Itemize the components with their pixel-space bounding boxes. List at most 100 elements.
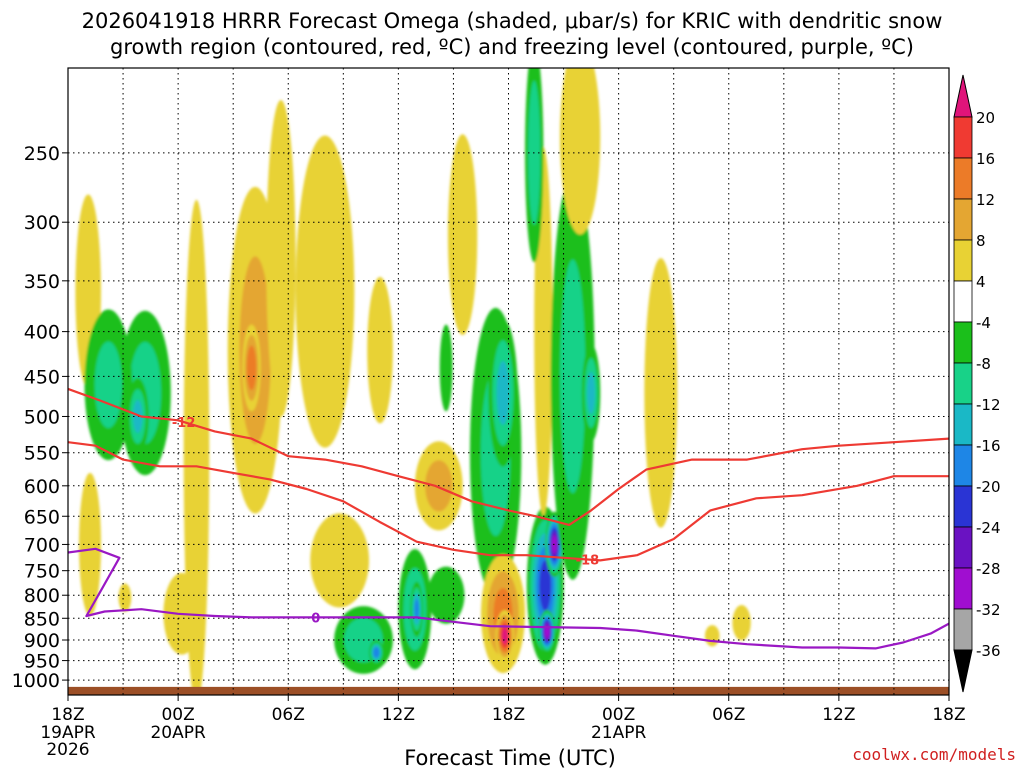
colorbar-label-4: 4 [976,273,986,291]
dgz-contour-1-line [68,441,949,562]
colorbar-label-9: -20 [976,478,1001,496]
omega-cell-1-0 [79,472,102,616]
x-tick-date-5: 21APR [591,723,647,743]
title-line-1: 2026041918 HRRR Forecast Omega (shaded, … [82,9,943,33]
colorbar-bin-0 [953,116,973,159]
y-tick-label-900: 900 [24,630,60,652]
omega-cell-25-4 [501,627,508,644]
omega-cell-9-2 [246,345,257,391]
colorbar-label-3: 8 [976,232,986,250]
colorbar-bin-1 [953,157,973,200]
colorbar-label-7: -12 [976,396,1001,414]
x-tick-label-0: 18Z [51,705,84,725]
y-tick-label-550: 550 [24,443,60,465]
colorbar-label-10: -24 [976,519,1001,537]
omega-cell-21-0 [427,566,465,624]
omega-cell-4-1 [94,341,123,429]
omega-cell-32-2 [587,371,596,415]
omega-cell-36-0 [732,605,751,641]
colorbar-bottom-arrow [953,649,973,693]
omega-cell-16-0 [447,134,478,336]
omega-cell-18-3 [373,647,380,658]
y-tick-label-500: 500 [24,406,60,428]
x-tick-label-5: 00Z [602,705,635,725]
omega-cell-26-4 [539,560,552,611]
ground-surface [68,686,949,695]
x-tick-date-1: 20APR [150,723,206,743]
colorbar-bin-5 [953,321,973,364]
omega-cell-34-0 [644,258,678,528]
omega-cell-33-0 [559,68,601,235]
omega-cell-2-0 [118,583,132,612]
x-tick-label-1: 00Z [161,705,194,725]
omega-cell-23-2 [496,360,510,425]
colorbar-bin-6 [953,362,973,405]
colorbar-bin-7 [953,403,973,446]
x-tick-label-7: 12Z [822,705,855,725]
x-tick-label-2: 06Z [272,705,305,725]
colorbar-label-2: 12 [976,191,995,209]
colorbar-label-1: 16 [976,150,995,168]
y-tick-label-950: 950 [24,651,60,673]
colorbar-bin-11 [953,567,973,610]
y-tick-label-700: 700 [24,534,60,556]
colorbar-label-5: -4 [976,314,991,332]
colorbar-bin-3 [953,239,973,282]
omega-cell-20-3 [414,599,420,620]
colorbar-bin-10 [953,526,973,569]
colorbar-bin-4 [953,280,973,323]
x-tick-year-0: 2026 [46,740,89,760]
watermark: coolwx.com/models [852,745,1016,764]
x-tick-label-3: 12Z [382,705,415,725]
x-tick-date-0: 19APR [40,723,96,743]
y-tick-label-350: 350 [24,271,60,293]
y-tick-label-850: 850 [24,608,60,630]
x-tick-label-4: 18Z [492,705,525,725]
grid [68,68,949,695]
y-tick-label-600: 600 [24,476,60,498]
x-axis-title: Forecast Time (UTC) [404,746,616,768]
x-tick-label-6: 06Z [712,705,745,725]
y-tick-label-750: 750 [24,561,60,583]
colorbar-label-8: -16 [976,437,1001,455]
title-line-2: growth region (contoured, red, ºC) and f… [110,35,914,59]
omega-cell-31-1 [560,259,586,494]
colorbar-bin-8 [953,444,973,487]
omega-cell-35-0 [704,625,720,647]
y-tick-label-1000: 1000 [12,670,60,692]
x-tick-label-8: 18Z [932,705,965,725]
omega-cell-7-0 [183,199,210,695]
colorbar-bin-2 [953,198,973,241]
y-tick-label-800: 800 [24,585,60,607]
y-tick-label-400: 400 [24,322,60,344]
freezing-level-label: 0 [311,611,320,626]
dgz-contour-0-line [68,387,949,526]
omega-cell-10-0 [266,100,296,417]
dgz-contour-1-label: -18 [576,553,600,568]
omega-cell-5-2 [132,399,143,433]
chart-title: 2026041918 HRRR Forecast Omega (shaded, … [82,9,943,59]
colorbar: 20 16 12 8 4 -4 -8 -12 -16 -20 -24 -28 -32 -36 [953,74,1001,693]
omega-cell-13-0 [367,276,393,424]
y-tick-label-300: 300 [24,212,60,234]
y-tick-label-250: 250 [24,143,60,165]
colorbar-label-12: -32 [976,601,1001,619]
colorbar-label-0: 20 [976,109,995,127]
y-axis: 2503003504004505005506006507007508008509… [12,143,68,692]
freezing-level-line [68,547,949,650]
dgz-contour-0-label: -12 [172,416,196,431]
omega-cell-12-0 [310,513,370,608]
contours: -12 -18 0 [68,387,949,650]
colorbar-bin-12 [953,608,973,651]
colorbar-top-arrow [953,74,973,118]
y-tick-label-450: 450 [24,366,60,388]
ground [68,686,949,695]
colorbar-label-13: -36 [976,642,1001,660]
omega-cell-15-0 [439,324,453,412]
colorbar-label-11: -28 [976,560,1001,578]
colorbar-label-6: -8 [976,355,991,373]
y-tick-label-650: 650 [24,506,60,528]
omega-cell-11-0 [295,135,355,448]
